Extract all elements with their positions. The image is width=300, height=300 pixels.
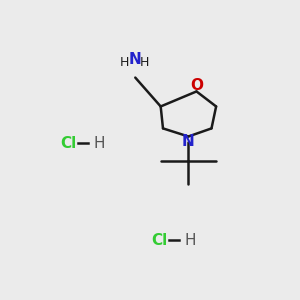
Text: Cl: Cl [152,233,168,248]
Text: H: H [120,56,129,69]
Text: O: O [190,78,203,93]
Text: H: H [140,56,149,69]
Text: H: H [185,233,197,248]
Text: H: H [94,136,105,151]
Text: N: N [182,134,195,149]
Text: Cl: Cl [60,136,76,151]
Text: N: N [128,52,141,67]
